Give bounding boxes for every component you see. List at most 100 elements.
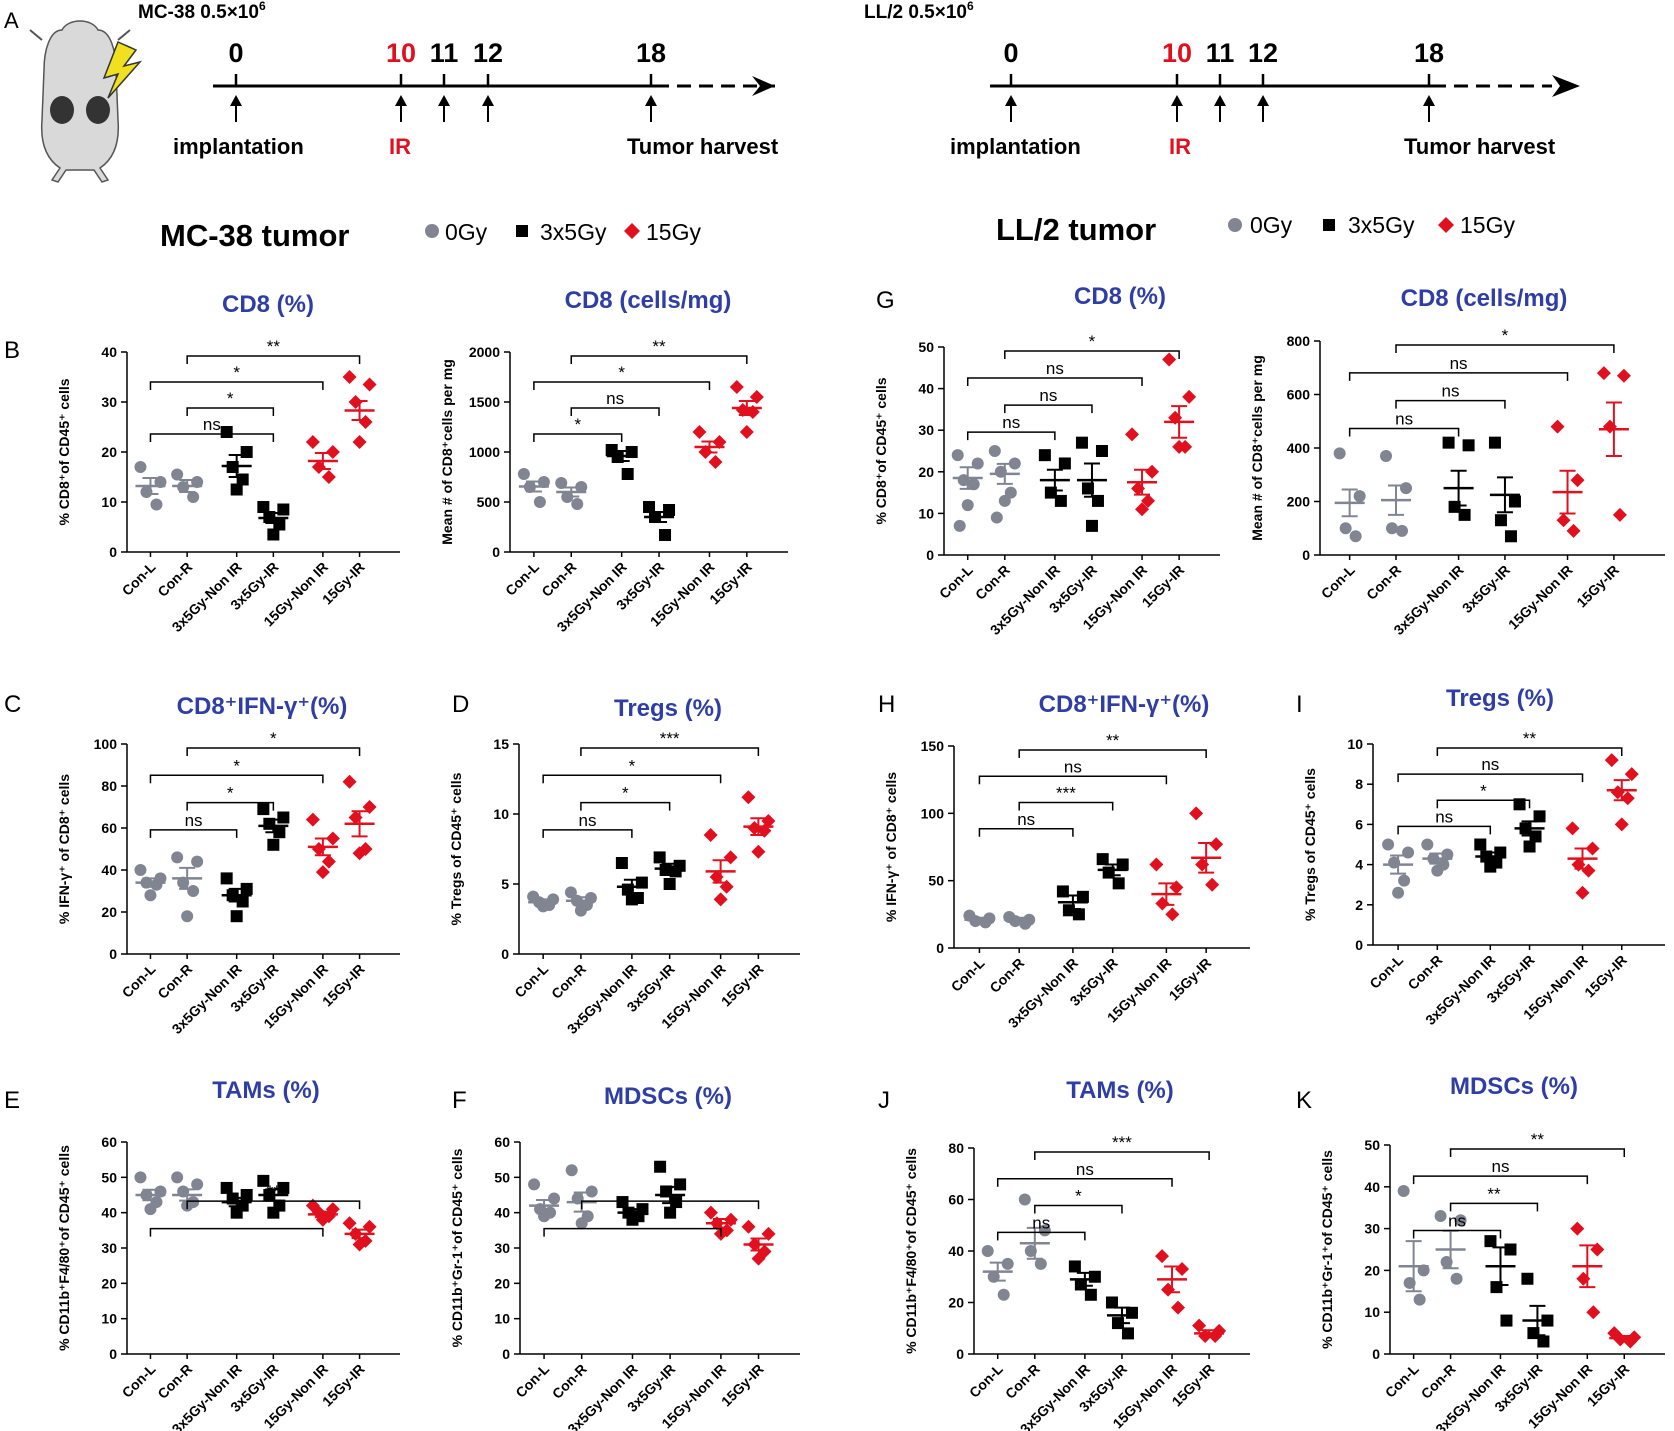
data-point: [1172, 439, 1187, 454]
significance-label: *: [1502, 326, 1509, 345]
data-point: [230, 483, 243, 496]
data-point: [1145, 464, 1160, 479]
legend-label: 3x5Gy: [540, 219, 607, 245]
y-tick-label: 100: [921, 805, 945, 821]
significance-bracket: [1348, 427, 1460, 437]
y-axis-label: Mean # of CD8⁺cells per mg: [439, 359, 455, 545]
data-point: [220, 1181, 233, 1194]
y-tick-label: 60: [948, 1192, 964, 1208]
data-point: [315, 865, 330, 880]
data-point: [1189, 806, 1204, 821]
panel-letter: E: [4, 1087, 20, 1114]
data-point: [150, 498, 163, 511]
chart-x-3: CD8 (cells/mg) 0 200 400 600 800 Mean # of CD8…: [1249, 285, 1665, 638]
legend-marker-0gy: [1228, 218, 1242, 232]
data-point: [1500, 1314, 1513, 1327]
data-point: [240, 882, 253, 895]
day-label: 10: [386, 38, 416, 68]
panel-letter: D: [452, 691, 469, 718]
data-point: [1586, 1305, 1601, 1320]
data-point: [1349, 530, 1362, 543]
data-point: [1604, 753, 1619, 768]
y-tick-label: 0: [936, 940, 944, 956]
y-tick-label: 200: [1287, 494, 1311, 510]
y-axis-label: % IFN-γ⁺ of CD8⁺ cells: [883, 772, 899, 922]
y-tick-label: 0: [1355, 937, 1363, 953]
significance-label: ns: [1491, 1157, 1509, 1176]
data-point: [669, 865, 682, 878]
y-tick-label: 0: [1372, 1346, 1380, 1362]
x-tick-label: Con-L: [966, 1360, 1006, 1400]
data-point: [1397, 1184, 1410, 1197]
x-tick-label: Con-R: [986, 955, 1027, 996]
significance-label: *: [233, 1210, 240, 1229]
significance-label: ns: [1076, 1160, 1094, 1179]
data-point: [990, 511, 1003, 524]
y-tick-label: 500: [477, 494, 501, 510]
data-point: [1149, 857, 1164, 872]
y-tick-label: 15: [493, 736, 509, 752]
data-point: [1565, 821, 1580, 836]
chart-title: CD8 (%): [1074, 283, 1166, 310]
event-arrowhead: [1423, 95, 1435, 106]
y-tick-label: 50: [494, 1169, 510, 1185]
data-point: [171, 851, 184, 864]
data-point: [616, 1196, 629, 1209]
x-tick-label: Con-L: [512, 1360, 552, 1400]
significance-bracket: [186, 1200, 361, 1210]
data-point: [1523, 840, 1536, 853]
data-point: [1421, 838, 1434, 851]
x-tick-label: Con-R: [154, 1361, 195, 1402]
y-tick-label: 10: [494, 1311, 510, 1327]
y-tick-label: 80: [948, 1140, 964, 1156]
y-tick-label: 60: [494, 1134, 510, 1150]
x-tick-label: Con-L: [119, 558, 159, 598]
data-point: [240, 446, 253, 458]
data-point: [1058, 457, 1071, 470]
significance-label: ns: [1481, 755, 1499, 774]
data-point: [537, 476, 550, 488]
significance-bracket: [966, 377, 1143, 387]
significance-label: *: [227, 784, 234, 803]
significance-bracket: [149, 1227, 324, 1237]
panel-letter: F: [452, 1087, 467, 1114]
x-tick-label: Con-R: [1404, 952, 1445, 993]
event-arrowhead: [1005, 95, 1017, 106]
data-point: [565, 1164, 578, 1177]
significance-label: *: [1075, 1187, 1082, 1206]
legend-marker-3x5gy: [1323, 219, 1335, 231]
data-point: [1504, 530, 1517, 543]
x-tick-label: Con-L: [119, 1360, 159, 1400]
data-point: [134, 864, 147, 876]
significance-bracket: [186, 355, 361, 364]
data-point: [144, 889, 157, 902]
significance-bracket: [543, 1227, 722, 1237]
data-point: [1386, 522, 1399, 535]
data-point: [1581, 863, 1596, 878]
data-point: [703, 828, 718, 842]
data-point: [1508, 495, 1521, 508]
data-point: [305, 812, 320, 827]
y-tick-label: 20: [948, 1295, 964, 1311]
y-tick-label: 0: [502, 1346, 510, 1362]
significance-label: *: [622, 784, 629, 803]
data-point: [761, 1226, 776, 1241]
data-point: [1182, 389, 1197, 404]
data-point: [1125, 427, 1140, 442]
ir-label: IR: [1169, 134, 1191, 159]
data-point: [528, 1178, 541, 1191]
data-point: [1141, 493, 1156, 508]
data-point: [1056, 885, 1069, 898]
data-point: [1513, 798, 1526, 811]
significance-bracket: [1412, 1175, 1589, 1185]
data-point: [670, 1196, 683, 1209]
x-tick-label: Con-R: [154, 961, 195, 1002]
data-point: [555, 477, 568, 489]
y-tick-label: 40: [918, 381, 934, 397]
significance-label: *: [270, 729, 277, 748]
data-point: [751, 844, 766, 859]
data-point: [1529, 830, 1542, 843]
data-point: [1402, 846, 1415, 859]
y-tick-label: 8: [1355, 776, 1363, 792]
y-axis-label: % CD11b⁺Gr-1⁺of CD45⁺ cells: [1319, 1150, 1335, 1349]
